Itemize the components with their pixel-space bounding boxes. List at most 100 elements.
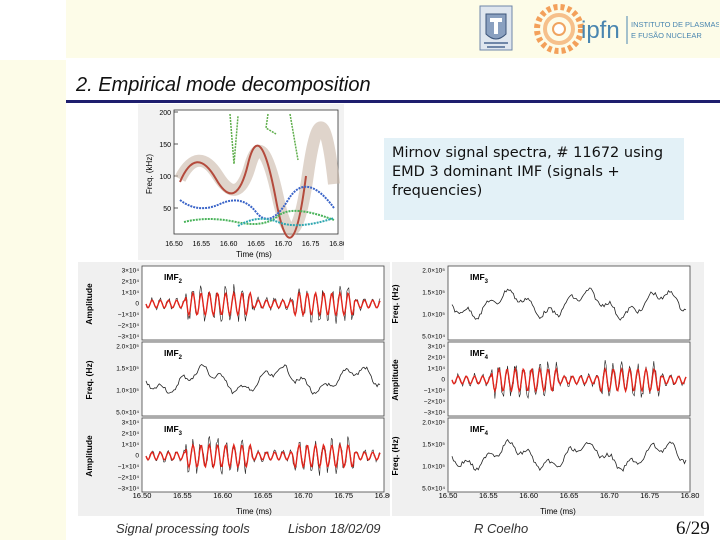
imf-panel-ytick-label: 3×10⁴ (122, 268, 140, 275)
imf-panel-ytick-label: 2×10⁴ (428, 355, 446, 362)
header-band (0, 0, 720, 60)
imf-xtick-label: 16.55 (479, 491, 498, 500)
imf-panel-ytick-label: 2×10⁴ (122, 279, 140, 286)
imf-panel-ylabel: Freq. (Hz) (392, 436, 400, 475)
imf-panel-ylabel: Freq. (Hz) (84, 360, 94, 399)
imf-panel-ylabel: Freq. (Hz) (392, 284, 400, 323)
imf-xtick-label: 16.80 (681, 491, 700, 500)
spectrogram-xtick-label: 16.50 (165, 241, 183, 248)
imf-panel-ytick-label: 5.0×10⁴ (422, 486, 445, 493)
imf-xtick-label: 16.70 (294, 491, 313, 500)
caption-box: Mirnov signal spectra, # 11672 using EMD… (384, 138, 684, 220)
imf-xtick-label: 16.80 (375, 491, 390, 500)
spectrogram-ytick-label: 150 (159, 142, 171, 149)
imf-signal-mode (145, 290, 381, 318)
imf-panel-ytick-label: 1.5×10⁵ (422, 290, 445, 297)
caption-text: Mirnov signal spectra, # 11672 using EMD… (392, 145, 664, 199)
footer-center: Lisbon 18/02/09 (288, 521, 381, 536)
spectrogram-ytick-label: 100 (159, 174, 171, 181)
imf-panel-ytick-label: 2×10⁴ (122, 431, 140, 438)
left-panels: Amplitude 3×10⁴ 2×10⁴ 1×10⁴ 0 −1×10⁴ −2×10⁴ −3×… (84, 265, 385, 493)
imf-panel-ytick-label: 0 (135, 301, 139, 308)
imf-xtick-label: 16.65 (254, 491, 273, 500)
spectrogram-xtick-label: 16.70 (275, 241, 293, 248)
imf-panel-ytick-label: −2×10⁴ (118, 475, 139, 482)
imf-panel-ytick-label: 2.0×10⁵ (422, 420, 445, 427)
imf-panel-ytick-label: 3×10⁴ (122, 420, 140, 427)
ipfn-wordmark: ipfn (581, 17, 620, 44)
footer-left: Signal processing tools (116, 521, 250, 536)
title-band (66, 60, 720, 100)
spectrogram-xtick-label: 16.80 (329, 241, 344, 248)
imf-panel-ytick-label: 1×10⁴ (428, 366, 446, 373)
spectrogram-trace-teal (237, 217, 335, 227)
imf-xtick-label: 16.70 (600, 491, 619, 500)
ipfn-subtitle-1: INSTITUTO DE PLASMAS (631, 20, 719, 29)
imf-frequency-trace (451, 287, 687, 321)
imf-frequency-trace (451, 438, 687, 472)
title-rule (66, 100, 720, 103)
spectrogram-xlabel: Time (ms) (236, 250, 272, 259)
imf-panel-ylabel: Amplitude (392, 359, 400, 401)
imf-panel-ytick-label: −2×10⁴ (424, 399, 445, 406)
imf-panel-label: IMF2 (164, 348, 183, 361)
right-xticks: 16.50 16.55 16.60 16.65 16.70 16.75 16.80 (439, 491, 700, 500)
imf-xtick-label: 16.55 (173, 491, 192, 500)
imf-xtick-label: 16.50 (439, 491, 458, 500)
imf-panel: Freq. (Hz) 2.0×10⁵ 1.5×10⁵ 1.0×10⁵ 5.0×10⁴ IM… (84, 341, 385, 417)
imf-panel-ytick-label: −1×10⁴ (118, 312, 139, 319)
imf-panel-ytick-label: 2.0×10⁵ (116, 344, 139, 351)
imf-panel-ytick-label: 1.5×10⁵ (422, 442, 445, 449)
right-xlabel: Time (ms) (540, 507, 576, 516)
spectrogram-trace-top (229, 113, 299, 165)
header-background (66, 0, 720, 58)
imf-panel-ytick-label: −2×10⁴ (118, 323, 139, 330)
ist-logo (479, 5, 513, 51)
imf-panel: Freq. (Hz) 2.0×10⁵ 1.5×10⁵ 1.0×10⁵ 5.0×10⁴ IM… (392, 417, 691, 493)
imf-panel-ytick-label: 1×10⁴ (122, 442, 140, 449)
imf-panel-ytick-label: 0 (441, 377, 445, 384)
imf-panel-ytick-label: 0 (135, 453, 139, 460)
spectrogram-xtick-label: 16.55 (193, 241, 211, 248)
imf-panel-ytick-label: 1.0×10⁵ (116, 388, 139, 395)
imf-xtick-label: 16.60 (519, 491, 538, 500)
imf-panel-ytick-label: −3×10⁴ (118, 334, 139, 341)
spectrogram-xtick-label: 16.65 (247, 241, 265, 248)
left-imf-figure: Amplitude 3×10⁴ 2×10⁴ 1×10⁴ 0 −1×10⁴ −2×10⁴ −3×… (78, 262, 390, 516)
imf-panel-ytick-label: 1.0×10⁵ (422, 312, 445, 319)
imf-panel: Amplitude 3×10⁴ 2×10⁴ 1×10⁴ 0 −1×10⁴ −2×10⁴ −3×… (84, 417, 385, 493)
left-xticks: 16.50 16.55 16.60 16.65 16.70 16.75 16.80 (133, 491, 390, 500)
right-panels: Freq. (Hz) 2.0×10⁵ 1.5×10⁵ 1.0×10⁵ 5.0×10⁴ IM… (392, 265, 691, 493)
imf-panel-label: IMF3 (470, 272, 489, 285)
imf-panel: Amplitude 3×10⁴ 2×10⁴ 1×10⁴ 0 −1×10⁴ −2×10⁴ −3×… (392, 341, 691, 417)
spectrogram-trace-green (183, 209, 335, 225)
spectrogram-trace-blue (179, 185, 335, 220)
spectrogram-xticks: 16.50 16.55 16.60 16.65 16.70 16.75 16.80 (165, 241, 344, 248)
imf-panel-ytick-label: 3×10⁴ (428, 344, 446, 351)
spectrogram-shade-band (174, 121, 340, 236)
imf-panel-label: IMF4 (470, 424, 489, 437)
imf-panel-ylabel: Amplitude (84, 283, 94, 325)
imf-panel-ytick-label: −1×10⁴ (424, 388, 445, 395)
imf-signal-mode (451, 366, 687, 394)
imf-panel-ytick-label: −3×10⁴ (118, 486, 139, 493)
imf-panel: Freq. (Hz) 2.0×10⁵ 1.5×10⁵ 1.0×10⁵ 5.0×10⁴ IM… (392, 265, 691, 341)
imf-panel-ytick-label: 2.0×10⁵ (422, 268, 445, 275)
spectrogram-xtick-label: 16.75 (302, 241, 320, 248)
spectrogram-ytick-label: 50 (163, 206, 171, 213)
spectrogram-xtick-label: 16.60 (220, 241, 238, 248)
imf-xtick-label: 16.60 (213, 491, 232, 500)
imf-xtick-label: 16.50 (133, 491, 152, 500)
imf-panel-frame (447, 265, 691, 341)
imf-panel-label: IMF2 (164, 272, 183, 285)
imf-panel-ytick-label: 1.5×10⁵ (116, 366, 139, 373)
imf-panel: Amplitude 3×10⁴ 2×10⁴ 1×10⁴ 0 −1×10⁴ −2×10⁴ −3×… (84, 265, 385, 341)
imf-panel-label: IMF4 (470, 348, 489, 361)
spectrogram-trace-red (179, 144, 307, 239)
slide-title: 2. Empirical mode decomposition (76, 74, 371, 96)
left-sidebar (0, 0, 66, 540)
left-xlabel: Time (ms) (236, 507, 272, 516)
imf-panel-ytick-label: 1.0×10⁵ (422, 464, 445, 471)
imf-signal-mode (145, 442, 381, 470)
